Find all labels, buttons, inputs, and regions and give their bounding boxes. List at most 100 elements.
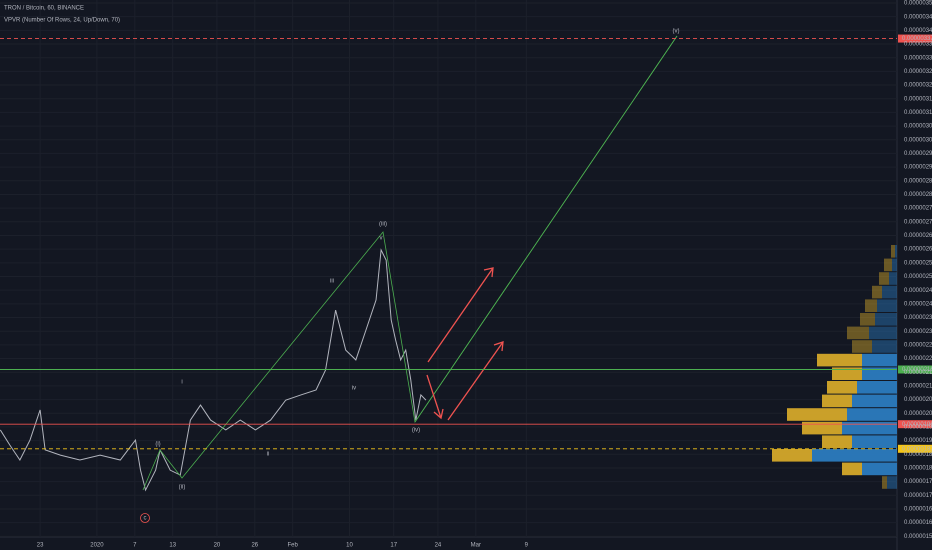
y-tick-label: 0.00000245 [904,288,932,294]
wave-label: (ii) [179,485,186,491]
y-tick-label: 0.00000215 [904,370,932,376]
arrow-head [483,267,494,278]
volume-down [860,313,875,326]
x-tick-label: 23 [37,543,44,549]
wave-label: (i) [155,442,160,448]
y-tick-label: 0.00000265 [904,233,932,239]
volume-up [862,462,897,476]
volume-down [882,476,887,489]
volume-up [877,299,897,312]
volume-up [852,394,897,408]
volume-down [842,462,862,476]
y-tick-label: 0.00000305 [904,124,932,130]
chart-title: TRON / Bitcoin, 60, BINANCE [4,6,84,12]
y-tick-label: 0.00000285 [904,178,932,184]
level-tag [898,420,932,429]
volume-up [889,272,897,285]
y-tick-label: 0.00000255 [904,260,932,266]
wave-label: v [380,236,383,242]
arrow-head [493,341,504,352]
y-tick-label: 0.00000275 [904,206,932,212]
x-tick-label: 9 [525,543,529,549]
volume-up [872,340,897,353]
volume-down [827,381,857,394]
level-label: 0.00000196 [902,422,932,428]
arrow-head [433,408,444,420]
x-tick-label: 13 [169,543,176,549]
wave-label: iii [330,279,334,285]
x-tick-label: 2020 [90,543,104,549]
volume-up [862,367,897,380]
x-tick-label: 24 [435,543,442,549]
x-tick-label: 7 [133,543,137,549]
wave-label: ii [267,452,270,458]
arrows [426,267,504,421]
volume-up [895,245,897,258]
volume-down [884,258,892,272]
x-tick-label: 10 [346,543,353,549]
volume-up [869,326,897,340]
volume-up [847,408,897,421]
y-tick-label: 0.00000345 [904,14,932,20]
wave-label: c [144,516,147,522]
wave-label: (iv) [412,428,420,434]
x-tick-label: Mar [471,543,481,549]
price-axis [897,0,932,550]
volume-down [817,353,862,367]
volume-down [822,435,852,448]
annotation-circle [140,513,150,523]
volume-down [852,340,872,353]
volume-up [875,313,897,326]
indicator-label: VPVR (Number Of Rows, 24, Up/Down, 70) [4,18,120,24]
level-label: 0.00000187 [902,446,932,452]
volume-down [822,394,852,408]
y-tick-label: 0.00000185 [904,452,932,458]
x-tick-label: Feb [288,543,299,549]
arrow [426,374,442,419]
volume-up [857,381,897,394]
wave-label: (iii) [379,222,387,228]
y-tick-label: 0.00000155 [904,534,932,540]
y-tick-label: 0.00000335 [904,42,932,48]
volume-down [787,408,847,421]
y-tick-label: 0.00000165 [904,507,932,513]
channel-line [414,35,678,423]
level-tag [898,34,932,43]
volume-up [887,476,897,489]
volume-up [812,449,897,462]
level-label: 0.00000337 [902,36,932,42]
volume-up [892,258,897,272]
y-tick-label: 0.00000205 [904,397,932,403]
volume-down [865,299,877,312]
price-line [0,248,427,492]
volume-down [772,449,812,462]
arrow [427,267,494,363]
y-tick-label: 0.00000175 [904,479,932,485]
y-tick-label: 0.00000235 [904,315,932,321]
volume-down [832,367,862,380]
x-tick-label: 26 [251,543,258,549]
volume-down [879,272,889,285]
x-tick-label: 20 [214,543,221,549]
volume-down [847,326,869,340]
y-tick-label: 0.00000225 [904,342,932,348]
wave-drawings [142,35,678,491]
